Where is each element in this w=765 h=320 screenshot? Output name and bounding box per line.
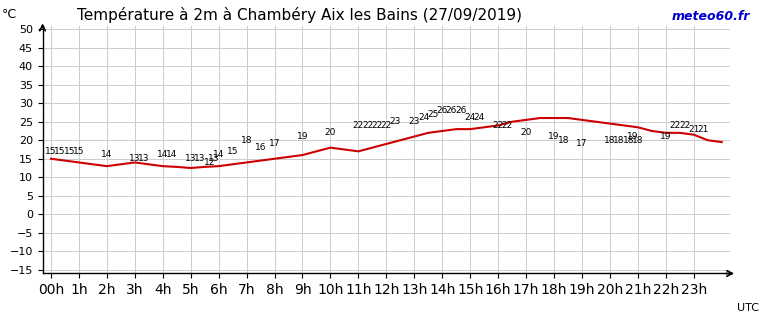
Text: 22: 22 (381, 121, 392, 130)
Text: 15: 15 (73, 147, 85, 156)
Text: 26: 26 (455, 106, 467, 115)
Text: 15: 15 (64, 147, 76, 156)
Text: UTC: UTC (737, 303, 759, 313)
Text: 21: 21 (688, 124, 699, 133)
Text: 19: 19 (549, 132, 560, 141)
Text: 22: 22 (679, 121, 690, 130)
Text: 20: 20 (324, 128, 336, 137)
Text: 15: 15 (45, 147, 57, 156)
Text: 14: 14 (213, 150, 224, 159)
Text: 20: 20 (520, 128, 532, 137)
Text: 24: 24 (474, 114, 485, 123)
Text: 18: 18 (614, 136, 625, 145)
Text: 21: 21 (698, 124, 708, 133)
Text: 18: 18 (632, 136, 643, 145)
Text: 15: 15 (54, 147, 66, 156)
Text: Température à 2m à Chambéry Aix les Bains (27/09/2019): Température à 2m à Chambéry Aix les Bain… (77, 7, 522, 23)
Text: 25: 25 (428, 110, 438, 119)
Text: 18: 18 (604, 136, 616, 145)
Text: 19: 19 (627, 132, 639, 141)
Text: 14: 14 (166, 150, 177, 159)
Text: 22: 22 (493, 121, 504, 130)
Text: 22: 22 (502, 121, 513, 130)
Text: 12: 12 (203, 158, 215, 167)
Text: 13: 13 (138, 154, 150, 163)
Text: 18: 18 (623, 136, 634, 145)
Text: 24: 24 (464, 114, 476, 123)
Text: 22: 22 (669, 121, 681, 130)
Text: 13: 13 (194, 154, 206, 163)
Text: 17: 17 (269, 140, 280, 148)
Text: 23: 23 (390, 117, 401, 126)
Text: 26: 26 (446, 106, 457, 115)
Text: °C: °C (2, 8, 16, 20)
Text: 23: 23 (409, 117, 420, 126)
Text: 24: 24 (418, 114, 429, 123)
Text: 13: 13 (185, 154, 197, 163)
Text: 18: 18 (241, 136, 252, 145)
Text: 22: 22 (362, 121, 373, 130)
Text: 19: 19 (297, 132, 308, 141)
Text: 22: 22 (353, 121, 364, 130)
Text: 15: 15 (227, 147, 239, 156)
Text: 13: 13 (208, 154, 220, 163)
Text: 18: 18 (558, 136, 569, 145)
Text: 19: 19 (660, 132, 672, 141)
Text: 17: 17 (576, 140, 588, 148)
Text: meteo60.fr: meteo60.fr (671, 10, 750, 23)
Text: 14: 14 (101, 150, 112, 159)
Text: 22: 22 (372, 121, 382, 130)
Text: 26: 26 (437, 106, 448, 115)
Text: 14: 14 (157, 150, 168, 159)
Text: 16: 16 (255, 143, 266, 152)
Text: 13: 13 (129, 154, 141, 163)
